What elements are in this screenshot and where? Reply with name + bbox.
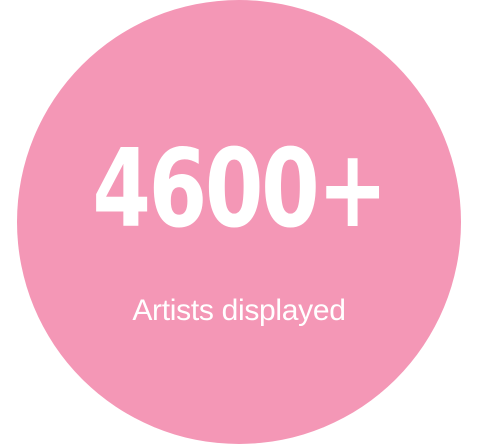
stat-label: Artists displayed [132,294,346,327]
stat-number: 4600+ [92,127,388,252]
stat-circle [17,0,461,444]
